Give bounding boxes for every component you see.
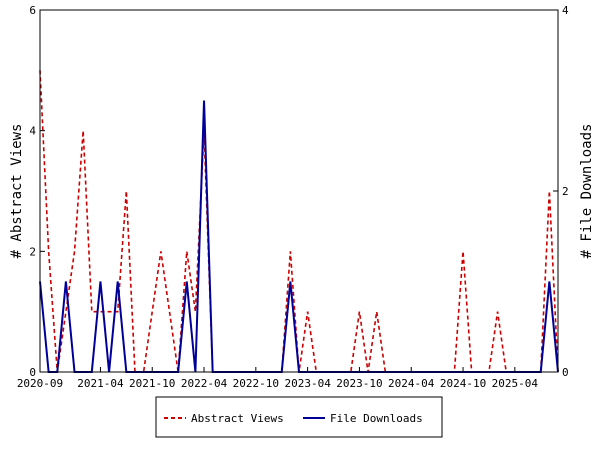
y-left-tick-label: 2 — [29, 245, 36, 258]
y-right-tick-label: 0 — [562, 366, 569, 379]
legend: Abstract Views File Downloads — [155, 396, 443, 438]
x-tick-label: 2022-04 — [181, 377, 228, 390]
legend-label-abstract-views: Abstract Views — [191, 412, 284, 425]
y-left-tick-label: 0 — [29, 366, 36, 379]
y-right-tick-label: 2 — [562, 185, 569, 198]
y-left-tick-label: 6 — [29, 4, 36, 17]
legend-box — [155, 396, 443, 438]
x-tick-label: 2023-04 — [284, 377, 331, 390]
x-tick-label: 2023-10 — [336, 377, 382, 390]
y-left-axis-title: # Abstract Views — [9, 124, 25, 259]
x-tick-label: 2022-10 — [233, 377, 279, 390]
x-tick-label: 2021-04 — [77, 377, 124, 390]
y-right-axis-title: # File Downloads — [579, 124, 595, 259]
legend-label-file-downloads: File Downloads — [330, 412, 423, 425]
x-tick-label: 2020-09 — [17, 377, 63, 390]
x-tick-label: 2024-10 — [440, 377, 486, 390]
x-tick-label: 2021-10 — [129, 377, 175, 390]
y-left-tick-label: 4 — [29, 125, 36, 138]
y-right-tick-label: 4 — [562, 4, 569, 17]
x-tick-label: 2025-04 — [492, 377, 539, 390]
x-tick-label: 2024-04 — [388, 377, 435, 390]
ticks-layer: 0 2 4 6 0 2 4 2020-09 2021-04 2021-10 2022-04 2022-… — [17, 4, 569, 390]
